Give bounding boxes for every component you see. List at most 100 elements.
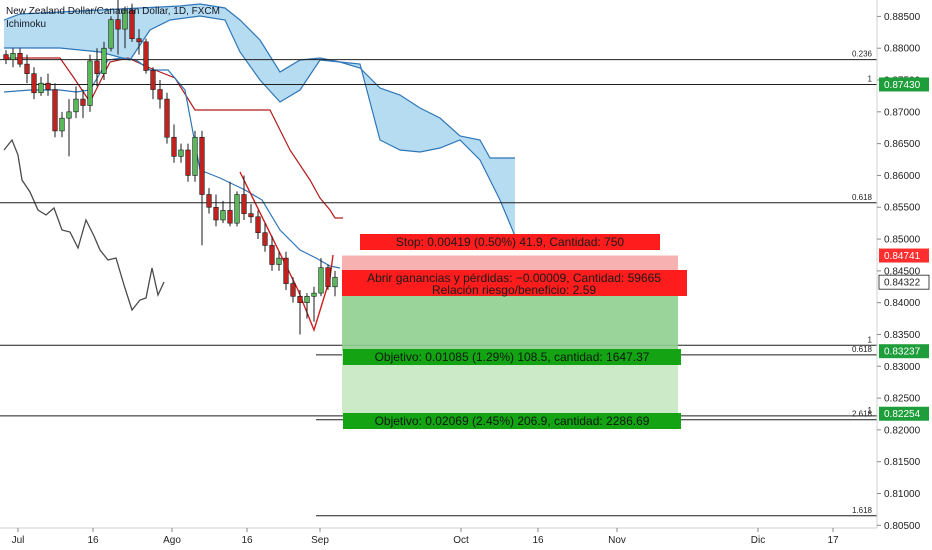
open-pnl-bg bbox=[342, 270, 687, 296]
symbol-title: New Zealand Dollar/Canadian Dollar, 1D, … bbox=[6, 6, 220, 17]
price-tick-label: 0.84500 bbox=[884, 266, 921, 277]
price-tag-label: 0.87430 bbox=[884, 80, 921, 91]
candle bbox=[136, 29, 142, 55]
candle-body bbox=[66, 111, 72, 119]
candle bbox=[3, 50, 9, 65]
candle-body bbox=[185, 149, 191, 176]
candle-body bbox=[122, 9, 128, 30]
price-tag-bg bbox=[879, 406, 929, 421]
candle-body bbox=[59, 117, 65, 132]
candle-body bbox=[115, 19, 121, 30]
price-tag-bg bbox=[879, 344, 929, 359]
candle-body bbox=[157, 89, 163, 100]
candle-body bbox=[94, 60, 100, 74]
candle-body bbox=[304, 296, 310, 303]
candle bbox=[143, 38, 149, 74]
candle-body bbox=[108, 19, 114, 49]
time-tick-label: 16 bbox=[241, 535, 253, 546]
candle bbox=[164, 92, 170, 144]
short-position-tool[interactable]: Stop: 0.00419 (0.50%) 41.9, Cantidad: 75… bbox=[342, 234, 687, 429]
candle-body bbox=[164, 98, 170, 138]
candle-body bbox=[3, 54, 9, 60]
price-axis: 0.885000.880000.875000.870000.865000.860… bbox=[876, 0, 932, 550]
fib-level-label: 2.618 bbox=[852, 410, 873, 419]
candle bbox=[122, 6, 128, 49]
stop-label-bg bbox=[360, 234, 660, 250]
candle bbox=[332, 270, 338, 297]
candle bbox=[227, 181, 233, 227]
price-candles bbox=[3, 0, 338, 335]
price-tick-label: 0.82000 bbox=[884, 425, 921, 436]
fib-level-label: 0.236 bbox=[852, 50, 873, 59]
candle bbox=[325, 264, 331, 290]
candle-body bbox=[255, 216, 261, 233]
price-tick-label: 0.87000 bbox=[884, 107, 921, 118]
candle-body bbox=[192, 136, 198, 176]
candle-body bbox=[269, 245, 275, 265]
candle-body bbox=[45, 82, 51, 90]
price-tag: 0.82254 bbox=[879, 406, 929, 421]
price-tick-label: 0.83500 bbox=[884, 330, 921, 341]
ichimoku-lines bbox=[3, 57, 343, 333]
chart-header: New Zealand Dollar/Canadian Dollar, 1D, … bbox=[6, 5, 220, 31]
candle-body bbox=[38, 82, 44, 94]
candle bbox=[199, 130, 205, 246]
price-tick-label: 0.81500 bbox=[884, 457, 921, 468]
price-tag-bg bbox=[878, 274, 930, 290]
candle bbox=[101, 41, 107, 81]
candle-body bbox=[150, 70, 156, 90]
candle-body bbox=[129, 9, 135, 39]
price-tag-label: 0.84741 bbox=[884, 251, 921, 262]
candle bbox=[66, 99, 72, 157]
candle bbox=[157, 80, 163, 109]
candle-body bbox=[171, 136, 177, 157]
candle bbox=[129, 3, 135, 42]
time-tick-label: 16 bbox=[532, 535, 544, 546]
candle-body bbox=[73, 98, 79, 113]
candle bbox=[24, 54, 30, 84]
candle bbox=[255, 210, 261, 240]
target1-label-text: Objetivo: 0.01085 (1.29%) 108.5, cantida… bbox=[375, 350, 650, 364]
target1-label-bg bbox=[343, 349, 681, 365]
time-tick-label: Dic bbox=[751, 535, 765, 546]
price-tag: 0.84322 bbox=[878, 274, 930, 290]
candle-body bbox=[262, 232, 268, 246]
candle bbox=[269, 235, 275, 271]
candle bbox=[241, 175, 247, 220]
candle bbox=[150, 67, 156, 100]
candle bbox=[38, 76, 44, 96]
price-tick-label: 0.84000 bbox=[884, 298, 921, 309]
price-tag-label: 0.84322 bbox=[884, 278, 921, 289]
candle-body bbox=[276, 257, 282, 265]
candle-body bbox=[136, 38, 142, 43]
candle-body bbox=[297, 296, 303, 303]
candle-body bbox=[52, 89, 58, 132]
candle bbox=[108, 16, 114, 52]
time-tick-label: Jul bbox=[12, 535, 25, 546]
target1-label: Objetivo: 0.01085 (1.29%) 108.5, cantida… bbox=[343, 349, 681, 365]
price-tick-label: 0.85500 bbox=[884, 203, 921, 214]
kumo-fill bbox=[4, 4, 515, 236]
stop-label: Stop: 0.00419 (0.50%) 41.9, Cantidad: 75… bbox=[360, 234, 660, 250]
time-tick-label: 17 bbox=[827, 535, 839, 546]
candle-body bbox=[213, 206, 219, 221]
price-tag: 0.87430 bbox=[879, 77, 929, 92]
candle bbox=[283, 251, 289, 290]
candle-body bbox=[248, 213, 254, 218]
candle bbox=[192, 130, 198, 182]
candle-body bbox=[80, 98, 86, 106]
candle bbox=[94, 48, 100, 87]
candle-body bbox=[206, 194, 212, 208]
fib-level-label: 1.618 bbox=[852, 506, 873, 515]
candle bbox=[10, 48, 16, 68]
price-tick-label: 0.82500 bbox=[884, 394, 921, 405]
candle-body bbox=[283, 257, 289, 284]
candle-body bbox=[318, 267, 324, 294]
candle bbox=[262, 223, 268, 252]
open-pnl-text: Abrir ganancias y pérdidas: −0.00009, Ca… bbox=[367, 271, 661, 285]
price-tag-bg bbox=[879, 77, 929, 92]
candle bbox=[220, 200, 226, 224]
price-tag-label: 0.83237 bbox=[884, 347, 921, 358]
candle bbox=[206, 188, 212, 214]
fib-level-label: 1 bbox=[868, 335, 873, 344]
